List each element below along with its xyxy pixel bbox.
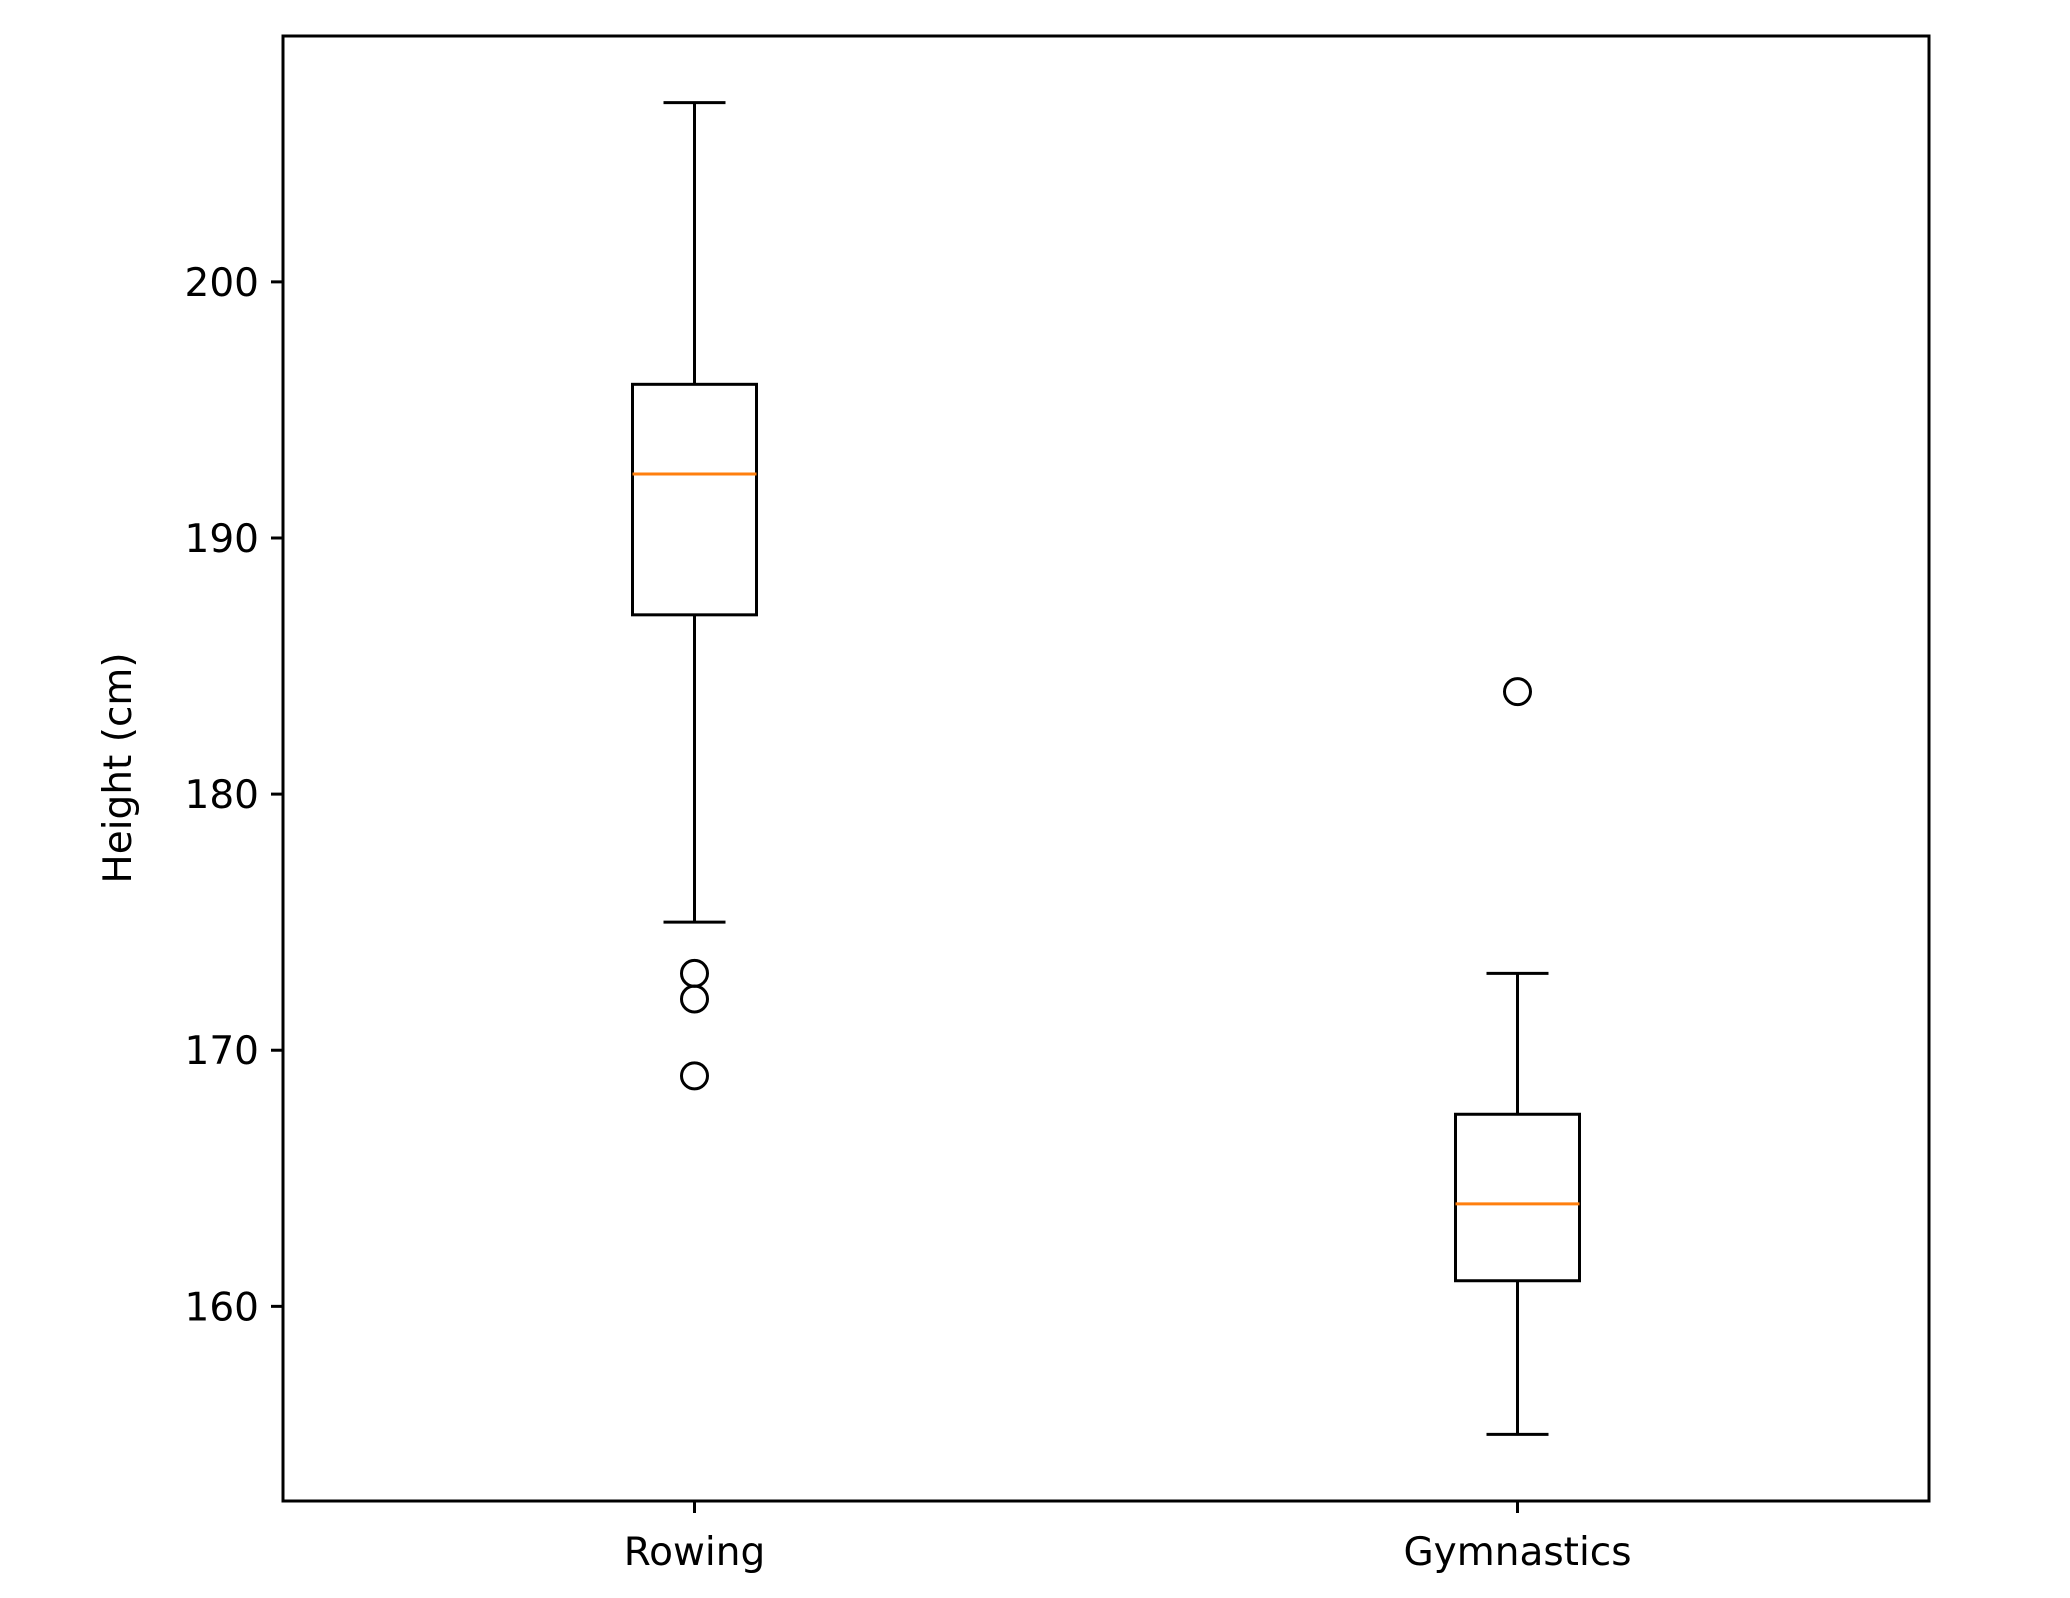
outlier-point <box>680 1061 709 1091</box>
y-axis-label: Height (cm) <box>96 652 141 883</box>
iqr-box <box>631 382 758 617</box>
y-tick-label: 170 <box>185 1029 259 1074</box>
y-tick-label: 180 <box>185 773 259 818</box>
x-axis: Rowing Gymnastics <box>624 1501 1632 1575</box>
box-group-gymnastics <box>1454 677 1581 1436</box>
x-tick-label: Gymnastics <box>1403 1530 1631 1575</box>
outlier-point <box>1503 677 1532 707</box>
plot-area <box>631 101 1581 1436</box>
y-tick-label: 160 <box>185 1285 259 1330</box>
axes-frame <box>281 34 1931 1503</box>
iqr-box <box>1454 1112 1581 1283</box>
y-axis: 160 170 180 190 200 <box>185 261 283 1330</box>
box-group-rowing <box>631 101 758 1091</box>
outlier-point <box>680 984 709 1014</box>
x-tick-label: Rowing <box>624 1530 765 1575</box>
outlier-point <box>680 958 709 988</box>
y-tick-label: 190 <box>185 517 259 562</box>
y-tick-label: 200 <box>185 261 259 306</box>
